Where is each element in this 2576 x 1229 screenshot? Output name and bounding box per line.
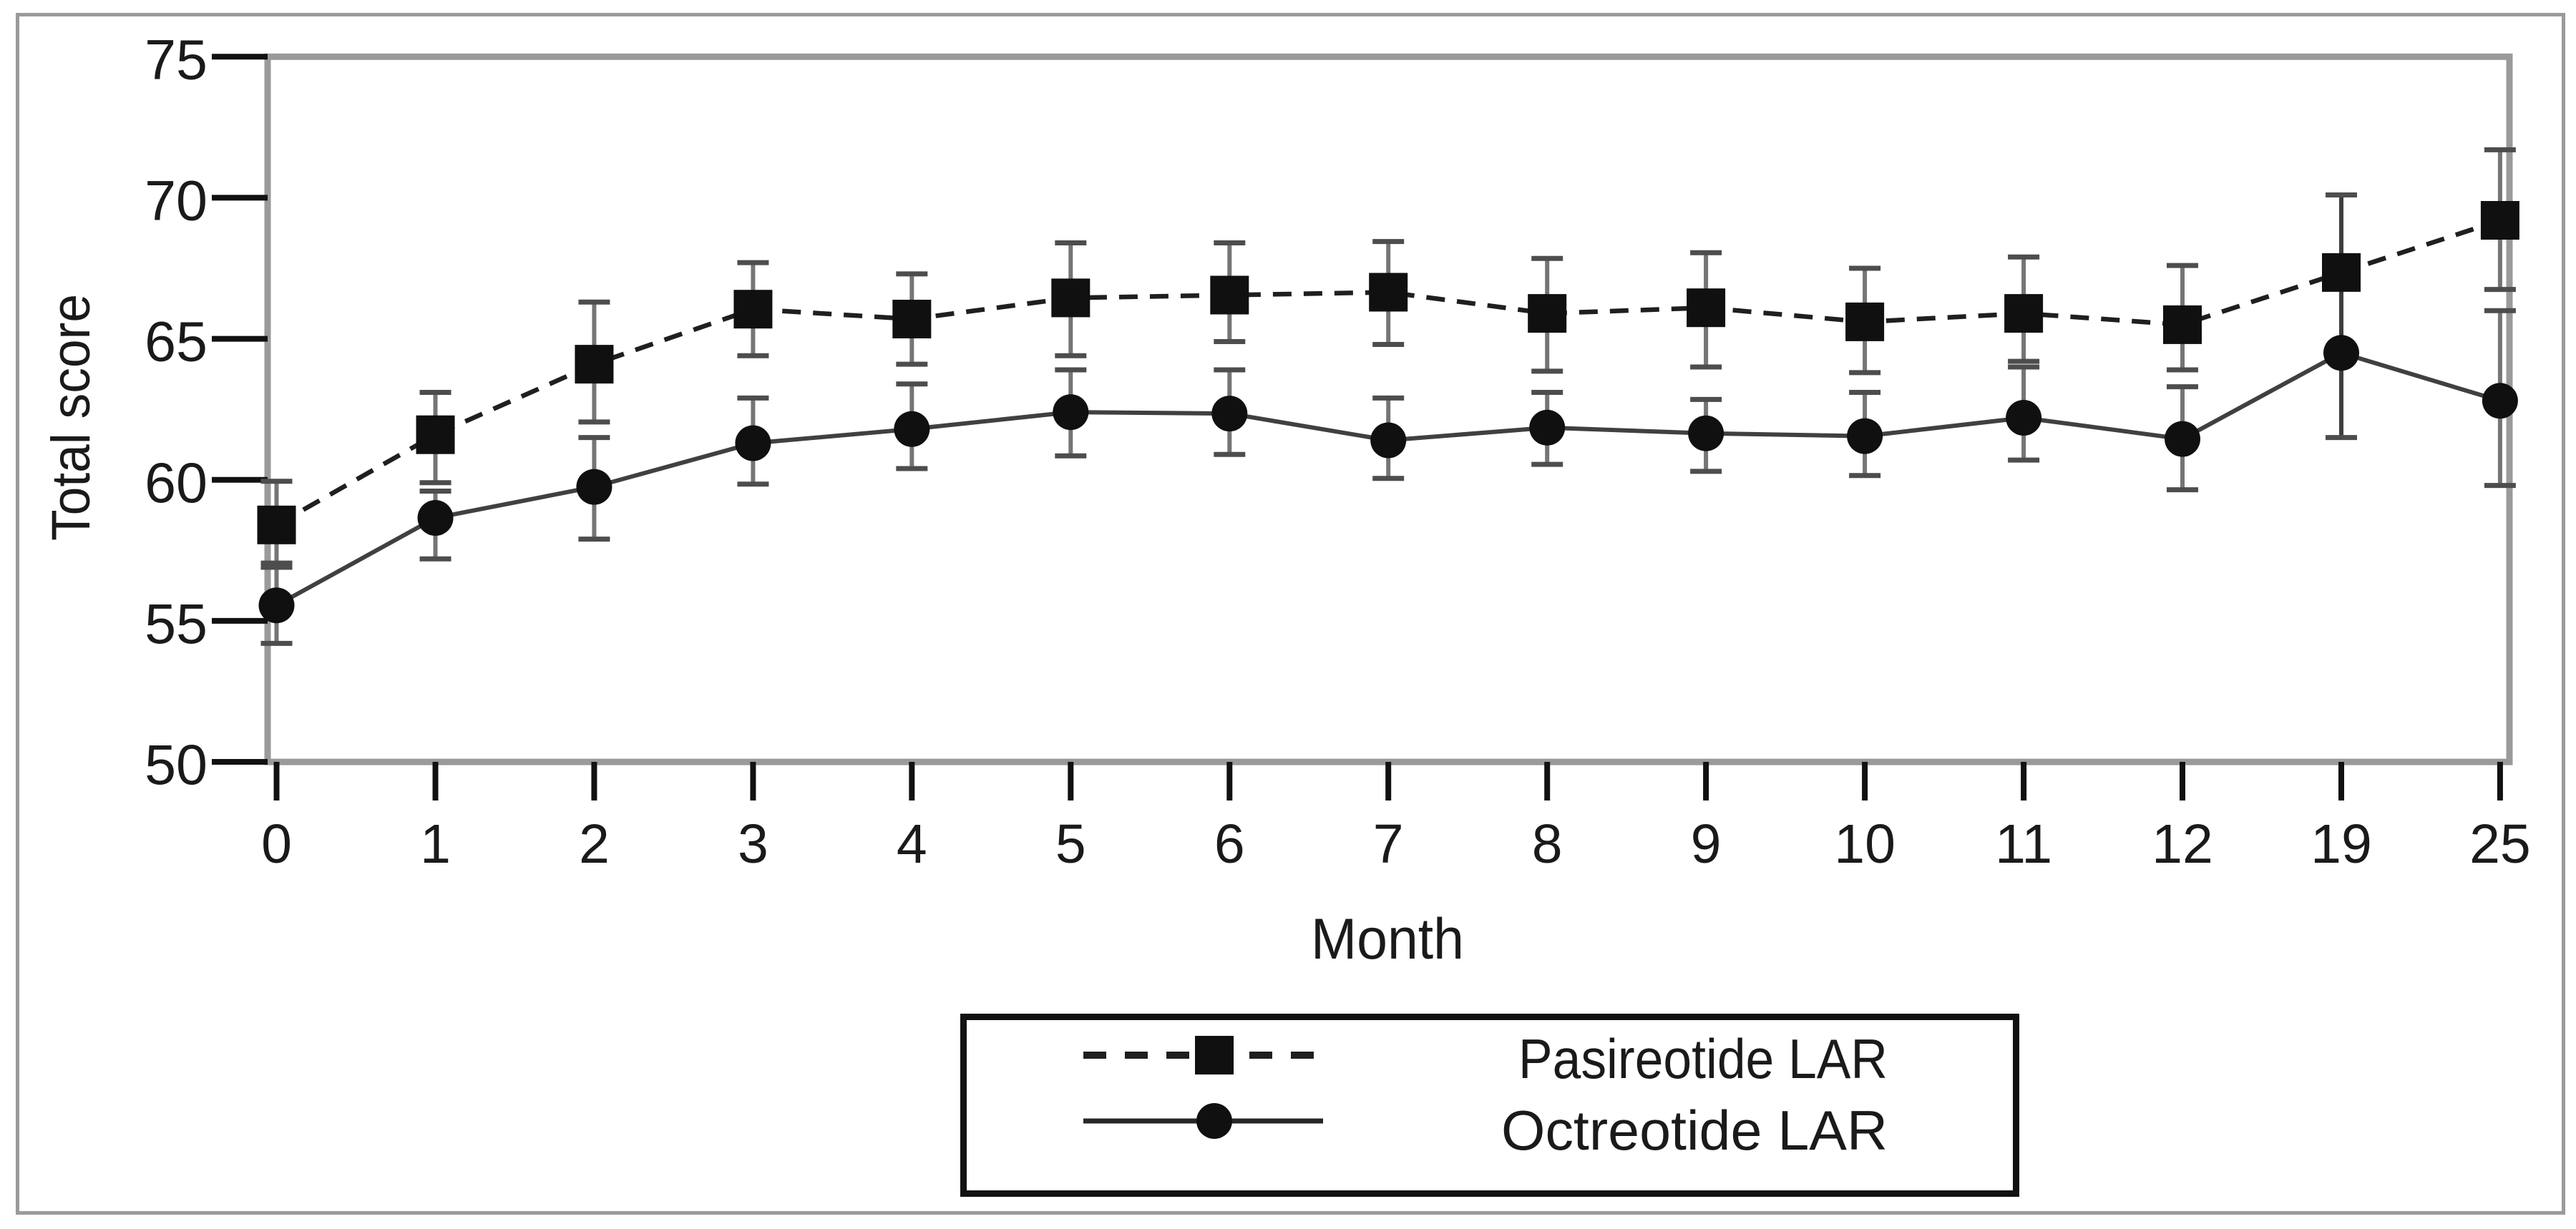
svg-text:6: 6 bbox=[1214, 813, 1245, 875]
svg-text:60: 60 bbox=[145, 451, 208, 514]
svg-text:8: 8 bbox=[1532, 813, 1563, 875]
svg-text:50: 50 bbox=[145, 733, 208, 796]
svg-text:12: 12 bbox=[2152, 813, 2213, 875]
svg-text:75: 75 bbox=[145, 27, 208, 91]
svg-text:65: 65 bbox=[145, 310, 208, 373]
svg-text:55: 55 bbox=[145, 592, 208, 655]
svg-text:25: 25 bbox=[2469, 813, 2531, 875]
svg-text:5: 5 bbox=[1055, 813, 1086, 875]
svg-text:Octreotide LAR: Octreotide LAR bbox=[1501, 1099, 1888, 1162]
svg-text:0: 0 bbox=[261, 813, 292, 875]
svg-text:7: 7 bbox=[1373, 813, 1404, 875]
svg-text:4: 4 bbox=[897, 813, 927, 875]
svg-text:1: 1 bbox=[420, 813, 451, 875]
svg-text:11: 11 bbox=[1995, 813, 2052, 875]
svg-text:2: 2 bbox=[579, 813, 610, 875]
svg-text:3: 3 bbox=[738, 813, 769, 875]
svg-text:10: 10 bbox=[1834, 813, 1896, 875]
svg-text:9: 9 bbox=[1691, 813, 1722, 875]
svg-text:19: 19 bbox=[2311, 813, 2372, 875]
svg-text:Pasireotide LAR: Pasireotide LAR bbox=[1518, 1027, 1888, 1090]
svg-text:Month: Month bbox=[1311, 907, 1464, 971]
svg-text:Total score: Total score bbox=[41, 294, 102, 541]
svg-text:70: 70 bbox=[145, 168, 208, 232]
